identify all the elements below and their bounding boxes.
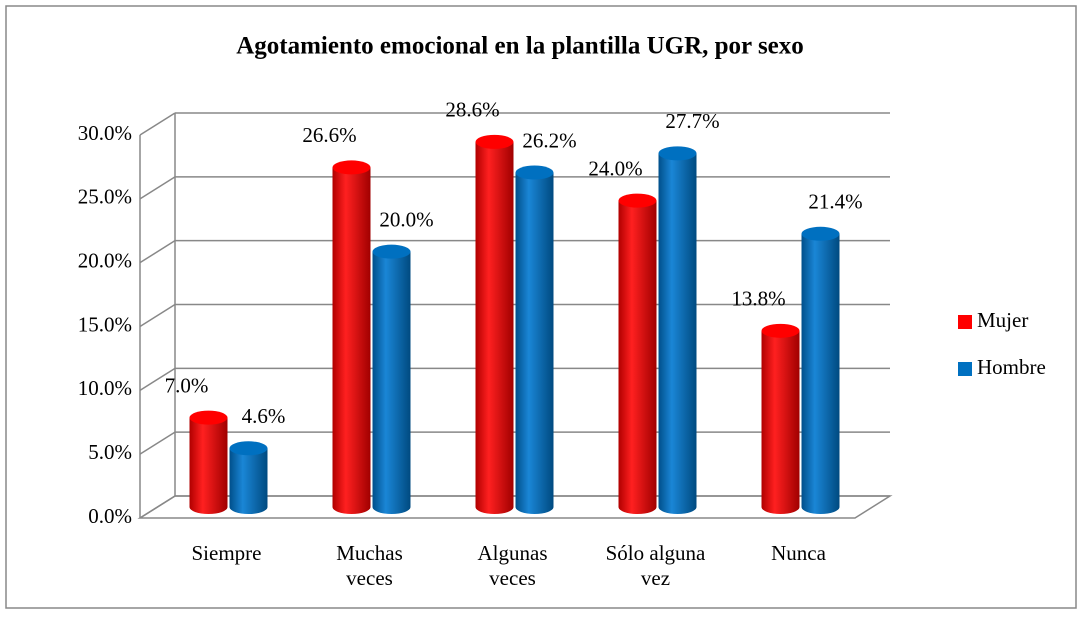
chart-title: Agotamiento emocional en la plantilla UG…: [236, 33, 804, 60]
data-label: 4.6%: [242, 404, 286, 428]
bar: [658, 153, 697, 507]
bar-top: [475, 134, 514, 149]
bar: [515, 172, 554, 507]
x-tick-label: Algunas veces: [477, 541, 548, 590]
data-label: 13.8%: [731, 287, 785, 311]
bar: [801, 233, 840, 507]
y-tick-label: 15.0%: [78, 312, 132, 336]
legend-swatch: [958, 315, 972, 329]
data-label: 20.0%: [379, 207, 433, 231]
floor: [137, 495, 893, 519]
bar-top: [658, 146, 697, 161]
grid-line-side: [139, 367, 176, 391]
x-tick-label: Nunca: [771, 541, 826, 565]
bar-top: [332, 160, 371, 175]
bar-top: [372, 244, 411, 259]
bar: [332, 167, 371, 507]
bar-top: [801, 226, 840, 241]
grid-line-side: [139, 303, 176, 328]
bar-top: [229, 441, 268, 456]
legend-swatch: [958, 362, 972, 376]
data-label: 21.4%: [808, 190, 862, 214]
x-tick-label: Muchas veces: [336, 541, 403, 590]
grid-line-side: [139, 176, 176, 200]
y-tick-label: 5.0%: [88, 440, 132, 464]
y-tick-label: 20.0%: [78, 248, 132, 272]
data-label: 24.0%: [588, 156, 642, 180]
y-tick-label: 10.0%: [78, 376, 132, 400]
grid-line-side: [139, 112, 176, 136]
bar: [229, 448, 268, 507]
grid-line-side: [139, 240, 176, 264]
bar-top: [189, 410, 228, 425]
data-label: 26.2%: [522, 128, 576, 152]
bar-top: [618, 193, 657, 208]
data-label: 28.6%: [445, 98, 499, 122]
data-label: 27.7%: [665, 109, 719, 133]
y-tick-label: 0.0%: [88, 504, 132, 528]
bar: [761, 330, 800, 507]
grid-line-side: [139, 431, 176, 455]
bar-top: [515, 165, 554, 180]
bar: [618, 200, 657, 507]
chart-border: [5, 5, 1077, 609]
bar: [372, 251, 411, 507]
bar-top: [761, 323, 800, 338]
data-label: 7.0%: [165, 373, 209, 397]
y-tick-label: 30.0%: [78, 121, 132, 145]
bar: [475, 141, 514, 507]
bar: [189, 417, 228, 507]
legend-label: Mujer: [977, 308, 1028, 332]
x-tick-label: Sólo alguna vez: [605, 541, 706, 590]
y-tick-label: 25.0%: [78, 185, 132, 209]
data-label: 26.6%: [302, 123, 356, 147]
x-tick-label: Siempre: [191, 541, 262, 565]
legend-label: Hombre: [977, 355, 1046, 379]
